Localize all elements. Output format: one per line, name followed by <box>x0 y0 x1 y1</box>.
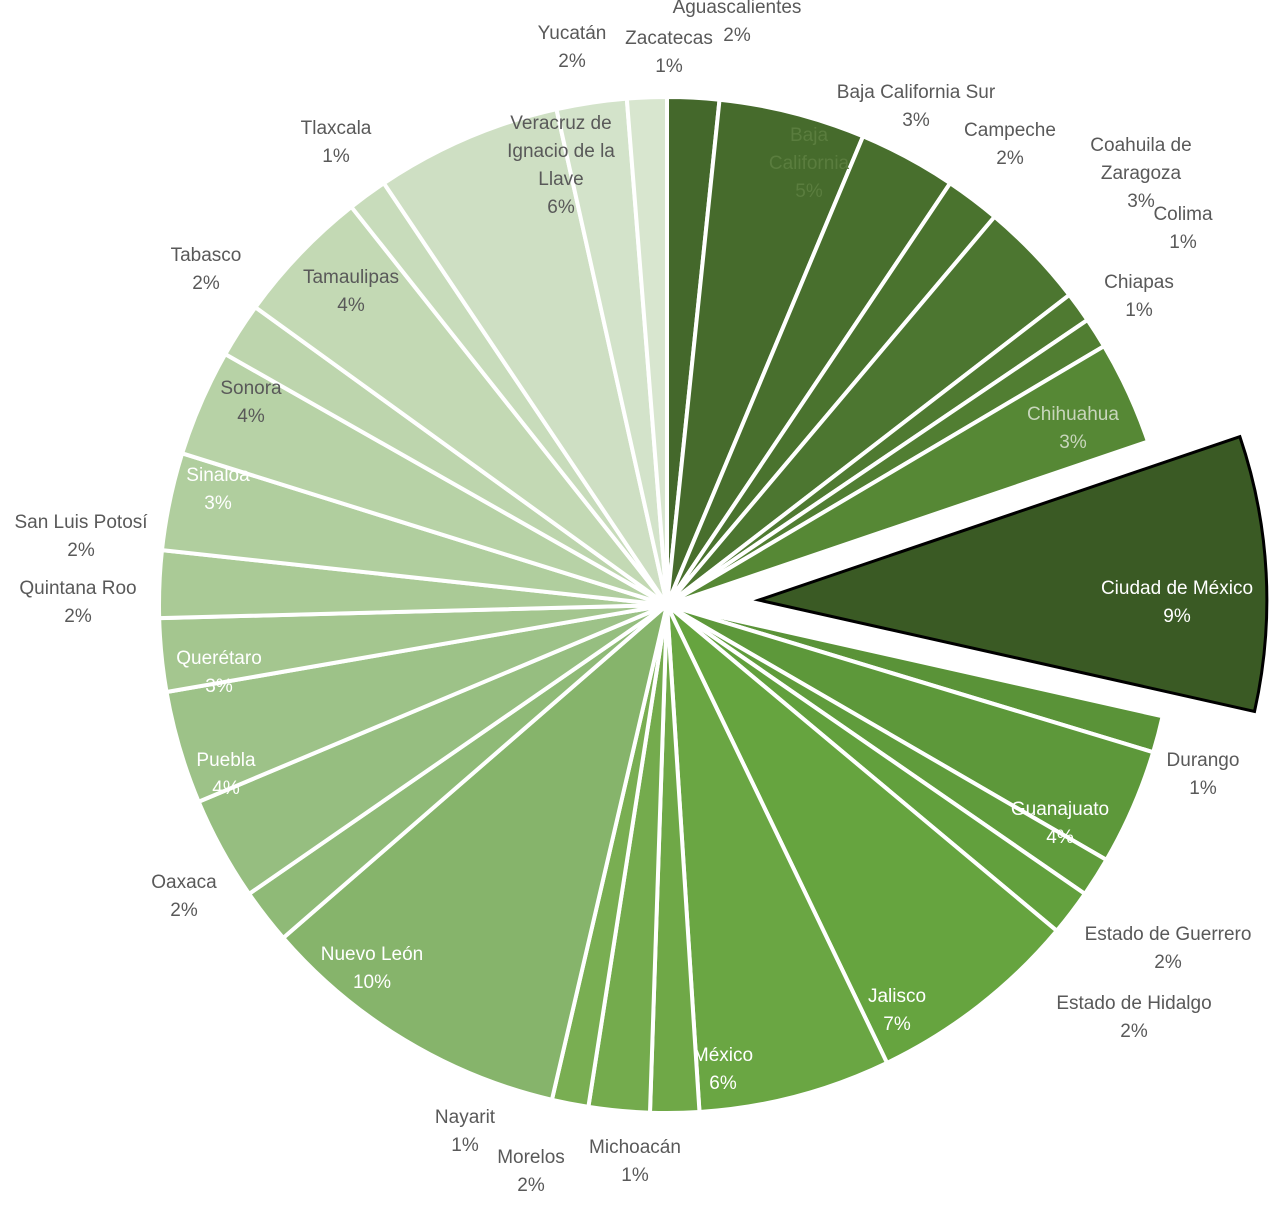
data-label-sonora: Sonora 4% <box>220 378 282 427</box>
data-label-guanajuato: Guanajuato 4% <box>1011 799 1109 848</box>
data-label-zacatecas: Zacatecas 1% <box>625 28 713 77</box>
data-label-morelos: Morelos 2% <box>497 1147 565 1196</box>
data-label-chihuahua: Chihuahua 3% <box>1027 404 1119 453</box>
data-label-oaxaca: Oaxaca 2% <box>151 872 217 921</box>
data-label-tlaxcala: Tlaxcala 1% <box>301 118 372 167</box>
data-label-puebla: Puebla 4% <box>196 750 256 799</box>
data-label-ciudad-de-mexico: Ciudad de México 9% <box>1101 578 1253 627</box>
data-label-baja-california-sur: Baja California Sur 3% <box>837 82 996 131</box>
data-label-nayarit: Nayarit 1% <box>435 1107 496 1156</box>
data-label-coahuila-de-zaragoza: Coahuila de Zaragoza 3% <box>1090 135 1191 212</box>
data-label-queretaro: Querétaro 3% <box>176 648 262 697</box>
data-label-nuevo-leon: Nuevo León 10% <box>321 944 423 993</box>
pie-slice-mexico <box>665 604 890 1115</box>
data-label-yucatan: Yucatán 2% <box>538 23 607 72</box>
pie-slice-nuevo-leon <box>280 599 671 1103</box>
pie-slice-ciudad-de-mexico <box>753 434 1269 714</box>
data-label-durango: Durango 1% <box>1167 750 1240 799</box>
data-label-estado-de-guerrero: Estado de Guerrero 2% <box>1085 924 1252 973</box>
data-label-aguascalientes: Aguascalientes 2% <box>673 0 802 46</box>
data-label-michoacan: Michoacán 1% <box>589 1137 681 1186</box>
data-label-quintana-roo: Quintana Roo 2% <box>19 578 136 627</box>
pie-slices <box>157 94 1269 1115</box>
data-label-estado-de-hidalgo: Estado de Hidalgo 2% <box>1056 993 1211 1042</box>
data-label-tabasco: Tabasco 2% <box>171 245 242 294</box>
data-label-tamaulipas: Tamaulipas 4% <box>303 267 399 316</box>
pie-labels: Aguascalientes 2% Baja California 5%Baja Cal… <box>14 0 1253 1196</box>
data-label-veracruz-de-ignacio-de-la-llave: Veracruz de Ignacio de la Llave 6% <box>507 113 615 218</box>
data-label-sinaloa: Sinaloa 3% <box>186 465 250 514</box>
data-label-baja-california: Baja California 5% <box>769 125 850 202</box>
pie-slice-jalisco <box>665 603 1060 1066</box>
pie-slice-zacatecas <box>624 94 669 606</box>
data-label-colima: Colima 1% <box>1153 204 1213 253</box>
data-label-san-luis-potosi: San Luis Potosí 2% <box>14 512 148 561</box>
data-label-mexico: México 6% <box>693 1045 753 1094</box>
pie-slice-chihuahua <box>665 343 1151 607</box>
data-label-jalisco: Jalisco 7% <box>868 986 926 1035</box>
pie-slice-veracruz-de-ignacio-de-la-llave <box>381 106 669 607</box>
data-label-campeche: Campeche 2% <box>964 120 1056 169</box>
data-label-chiapas: Chiapas 1% <box>1104 272 1174 321</box>
